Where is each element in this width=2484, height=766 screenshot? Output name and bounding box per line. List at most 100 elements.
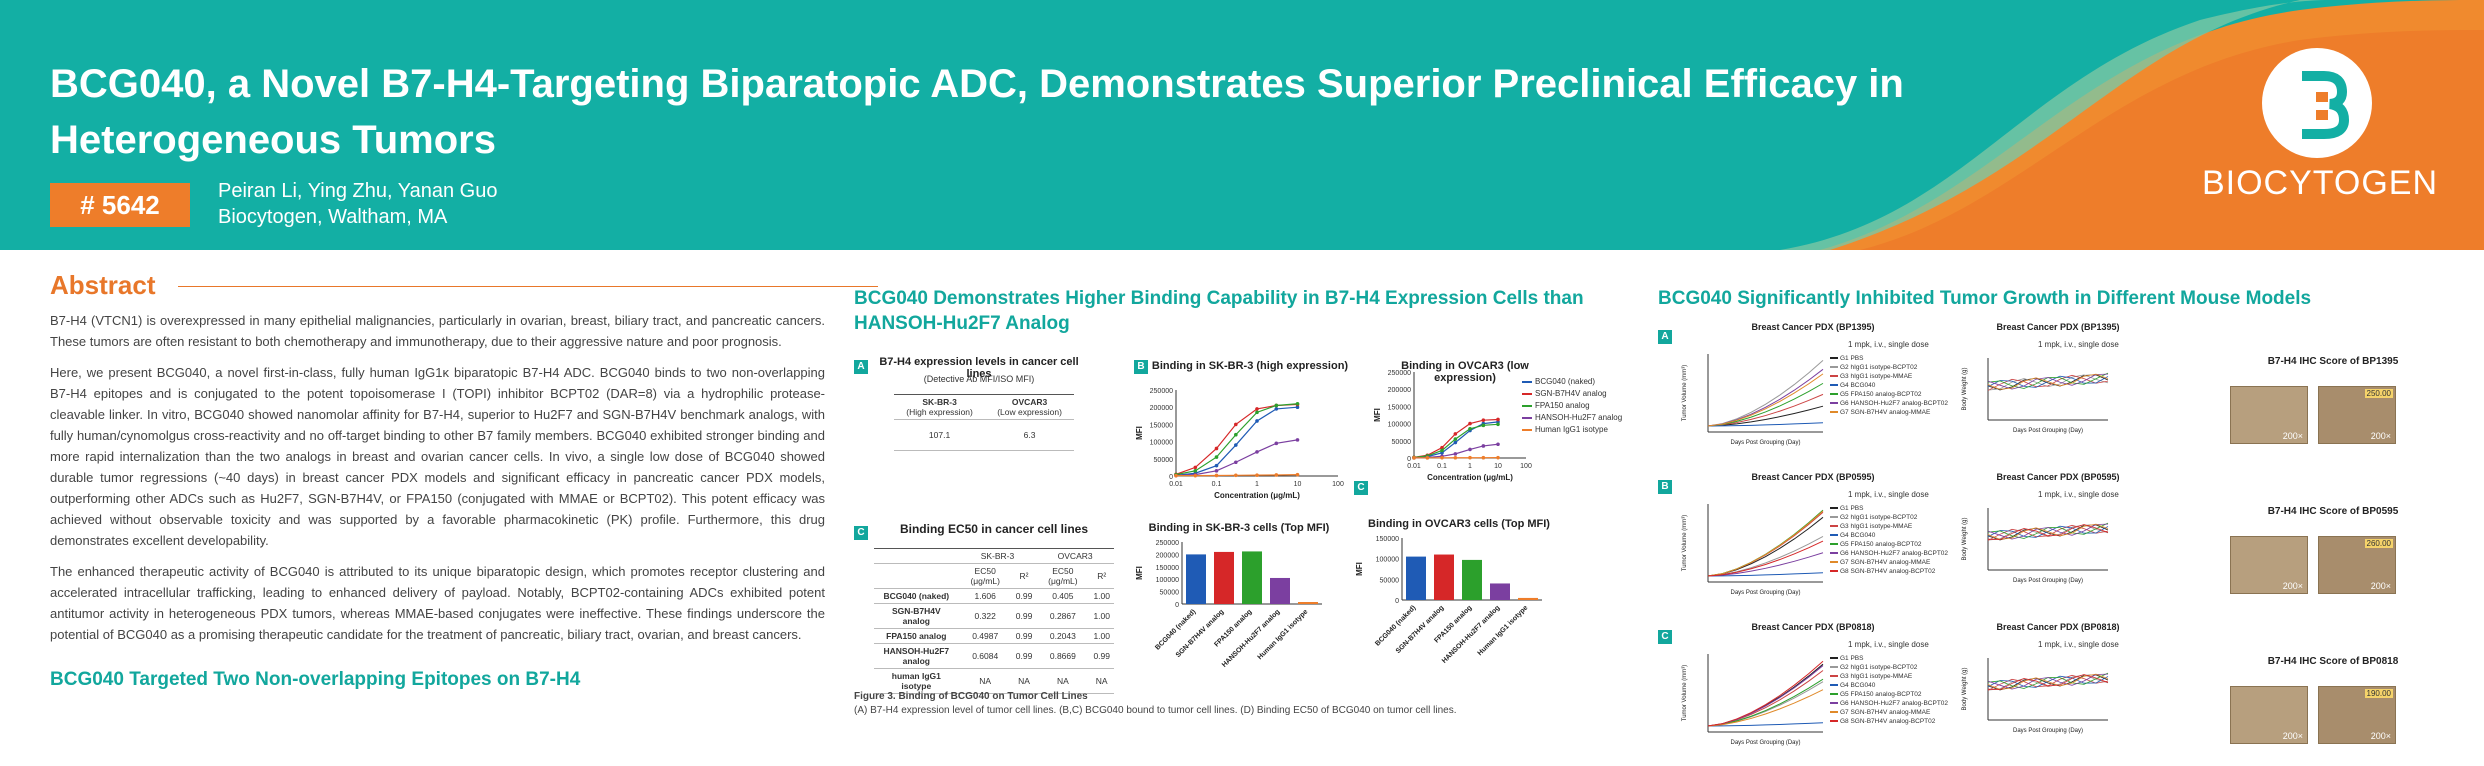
group-curve [1708, 682, 1823, 726]
x-axis-label: Days Post Grouping (Day) [2013, 578, 2083, 584]
data-point [1454, 441, 1458, 445]
data-point [1469, 427, 1473, 431]
panel-a-title: B7-H4 expression levels in cancer cell l… [874, 356, 1084, 380]
ec50-cell: 0.322 [959, 604, 1012, 629]
data-point [1234, 443, 1238, 447]
y-axis-label: Body Weight (g) [1962, 368, 1968, 411]
group-swatch [1830, 525, 1838, 527]
tv-dose: 1 mpk, i.v., single dose [1848, 490, 1929, 499]
group-swatch [1830, 702, 1838, 704]
abstract-paragraph-3: The enhanced therapeutic activity of BCG… [50, 561, 825, 645]
y-axis-label: Body Weight (g) [1962, 518, 1968, 561]
data-point [1255, 450, 1259, 454]
y-tick-label: 0 [1169, 474, 1173, 481]
group-label: G6 HANSOH-Hu2F7 analog-BCPT02 [1840, 700, 1948, 707]
category-label: Human IgG1 isotype [1477, 604, 1530, 657]
group-legend-item: G6 HANSOH-Hu2F7 analog-BCPT02 [1830, 699, 1945, 708]
poster-header: BCG040, a Novel B7-H4-Targeting Biparato… [0, 0, 2484, 250]
data-point [1275, 407, 1279, 411]
group-legend-item: G3 hIgG1 isotype-MMAE [1830, 672, 1945, 681]
ec50-title: Binding EC50 in cancer cell lines [874, 522, 1114, 536]
data-point [1255, 419, 1259, 423]
y-tick-label: 150000 [1388, 404, 1411, 411]
y-tick-label: 100000 [1150, 440, 1173, 447]
group-swatch [1830, 402, 1838, 404]
data-point [1454, 456, 1458, 460]
bar [1518, 598, 1538, 600]
legend-label: SGN-B7H4V analog [1535, 389, 1607, 398]
authors: Peiran Li, Ying Zhu, Yanan Guo [218, 178, 497, 204]
data-point [1215, 469, 1219, 473]
ihc-image: 200× [2230, 536, 2308, 594]
panel-a: A B7-H4 expression levels in cancer cell… [854, 356, 1084, 451]
ec50-cell: 0.6084 [959, 644, 1012, 669]
y-tick-label: 50000 [1392, 439, 1412, 446]
expr-col1b: (High expression) [906, 407, 973, 417]
bw-title: Breast Cancer PDX (BP1395) [1988, 322, 2128, 332]
x-axis-label: Days Post Grouping (Day) [1730, 440, 1800, 446]
y-tick-label: 100000 [1388, 422, 1411, 429]
x-tick-label: 0.01 [1408, 463, 1422, 470]
expr-col2b: (Low expression) [997, 407, 1062, 417]
ihc-title: B7-H4 IHC Score of BP0595 [2238, 506, 2428, 517]
y-axis-label: Body Weight (g) [1962, 668, 1968, 711]
group-curve [1708, 369, 1823, 426]
y-axis-label: MFI [1135, 426, 1144, 440]
group-curve [1708, 666, 1823, 726]
group-label: G8 SGN-B7H4V analog-BCPT02 [1840, 568, 1935, 575]
group-label: G1 PBS [1840, 505, 1863, 512]
x-axis-label: Days Post Grouping (Day) [1730, 590, 1800, 596]
group-legend-item: G5 FPA150 analog-BCPT02 [1830, 690, 1945, 699]
expr-value-2: 6.3 [985, 420, 1074, 451]
group-swatch [1830, 570, 1838, 572]
panel-c-curve: C Binding in OVCAR3 (low expression) 250… [1354, 356, 1614, 495]
data-point [1454, 452, 1458, 456]
group-swatch [1830, 393, 1838, 395]
x-axis-label: Concentration (μg/mL) [1214, 491, 1300, 500]
group-label: G4 BCG040 [1840, 382, 1875, 389]
ec50-cell: FPA150 analog [874, 629, 959, 644]
group-label: G3 hIgG1 isotype-MMAE [1840, 373, 1912, 380]
x-tick-label: 0.1 [1212, 481, 1222, 488]
y-tick-label: 150000 [1150, 422, 1173, 429]
y-axis-label: Tumor Volume (mm³) [1682, 665, 1688, 721]
tv-dose: 1 mpk, i.v., single dose [1848, 340, 1929, 349]
data-point [1469, 422, 1473, 426]
y-axis-label: Tumor Volume (mm³) [1682, 515, 1688, 571]
data-point [1497, 418, 1501, 422]
legend-label: FPA150 analog [1535, 401, 1590, 410]
group-label: G2 hIgG1 isotype-BCPT02 [1840, 514, 1917, 521]
y-tick-label: 200000 [1150, 405, 1173, 412]
binding-legend: BCG040 (naked)SGN-B7H4V analog FPA150 ana… [1522, 376, 1618, 436]
group-legend-item: G1 PBS [1830, 354, 1945, 363]
group-swatch [1830, 543, 1838, 545]
logo-text: BIOCYTOGEN [2190, 164, 2450, 203]
x-tick-label: 1 [1469, 463, 1473, 470]
y-tick-label: 50000 [1154, 457, 1174, 464]
group-legend-item: G7 SGN-B7H4V analog-MMAE [1830, 708, 1945, 717]
group-swatch [1830, 693, 1838, 695]
group-curve [1708, 664, 1823, 726]
data-point [1497, 442, 1501, 446]
y-tick-label: 250000 [1156, 540, 1179, 547]
group-swatch [1830, 507, 1838, 509]
group-label: G5 FPA150 analog-BCPT02 [1840, 391, 1922, 398]
bar [1214, 552, 1234, 604]
data-point [1454, 437, 1458, 441]
ec50-cell: 1.606 [959, 589, 1012, 604]
group-swatch [1830, 666, 1838, 668]
group-label: G7 SGN-B7H4V analog-MMAE [1840, 559, 1930, 566]
legend-label: Human IgG1 isotype [1535, 425, 1608, 434]
legend-item: BCG040 (naked) [1522, 376, 1618, 388]
data-point [1215, 464, 1219, 468]
group-legend-item: G2 hIgG1 isotype-BCPT02 [1830, 363, 1945, 372]
tumor-volume-chart: Tumor Volume (mm³)Days Post Grouping (Da… [1678, 336, 1828, 466]
legend-swatch [1522, 405, 1532, 407]
abstract-paragraph-2: Here, we present BCG040, a novel first-i… [50, 362, 825, 551]
category-label: SGN-B7H4V analog [1175, 608, 1226, 659]
ec50-cell: 0.99 [1089, 644, 1114, 669]
data-point [1255, 407, 1259, 411]
